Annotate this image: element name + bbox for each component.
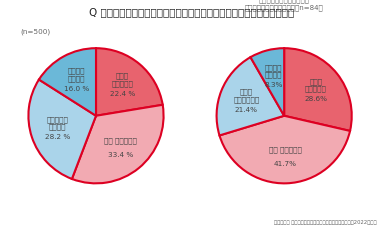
- Text: あまりそう
感じない: あまりそう 感じない: [46, 116, 68, 130]
- Text: 21.4%: 21.4%: [235, 107, 258, 113]
- Text: 全くそう
感じない: 全くそう 感じない: [68, 68, 85, 82]
- Text: 28.2 %: 28.2 %: [45, 134, 70, 140]
- Wedge shape: [220, 116, 350, 183]
- Text: とても
そう感じる: とても そう感じる: [305, 78, 327, 92]
- Text: 現在、週に何日か、または
完全在宅勤務をしている人（n=84）: 現在、週に何日か、または 完全在宅勤務をしている人（n=84）: [245, 0, 324, 11]
- Text: Q あなたは、コロナ禍で、以前よりも運動不足になったと感じますか。: Q あなたは、コロナ禍で、以前よりも運動不足になったと感じますか。: [89, 7, 295, 17]
- Text: 28.6%: 28.6%: [305, 96, 328, 102]
- Wedge shape: [28, 79, 96, 179]
- Text: 22.4 %: 22.4 %: [109, 91, 135, 97]
- Text: 8.3%: 8.3%: [265, 82, 283, 88]
- Text: とても
そう感じる: とても そう感じる: [111, 72, 133, 86]
- Text: 33.4 %: 33.4 %: [108, 152, 133, 158]
- Wedge shape: [250, 48, 284, 116]
- Wedge shape: [96, 48, 163, 116]
- Wedge shape: [217, 57, 284, 136]
- Text: (n=500): (n=500): [20, 28, 50, 35]
- Text: 41.7%: 41.7%: [274, 161, 297, 167]
- Text: やや そう感じる: やや そう感じる: [269, 146, 302, 153]
- Wedge shape: [284, 48, 352, 131]
- Text: あまり
そう感じない: あまり そう感じない: [233, 88, 260, 103]
- Text: 16.0 %: 16.0 %: [64, 86, 89, 92]
- Text: 全くそう
感じない: 全くそう 感じない: [265, 64, 283, 78]
- Wedge shape: [72, 105, 164, 183]
- Wedge shape: [39, 48, 96, 116]
- Text: 積水ハウス 住生活研究所「自宅での運動に関する調査（2022年）」: 積水ハウス 住生活研究所「自宅での運動に関する調査（2022年）」: [274, 220, 376, 225]
- Text: やや そう感じる: やや そう感じる: [104, 137, 137, 144]
